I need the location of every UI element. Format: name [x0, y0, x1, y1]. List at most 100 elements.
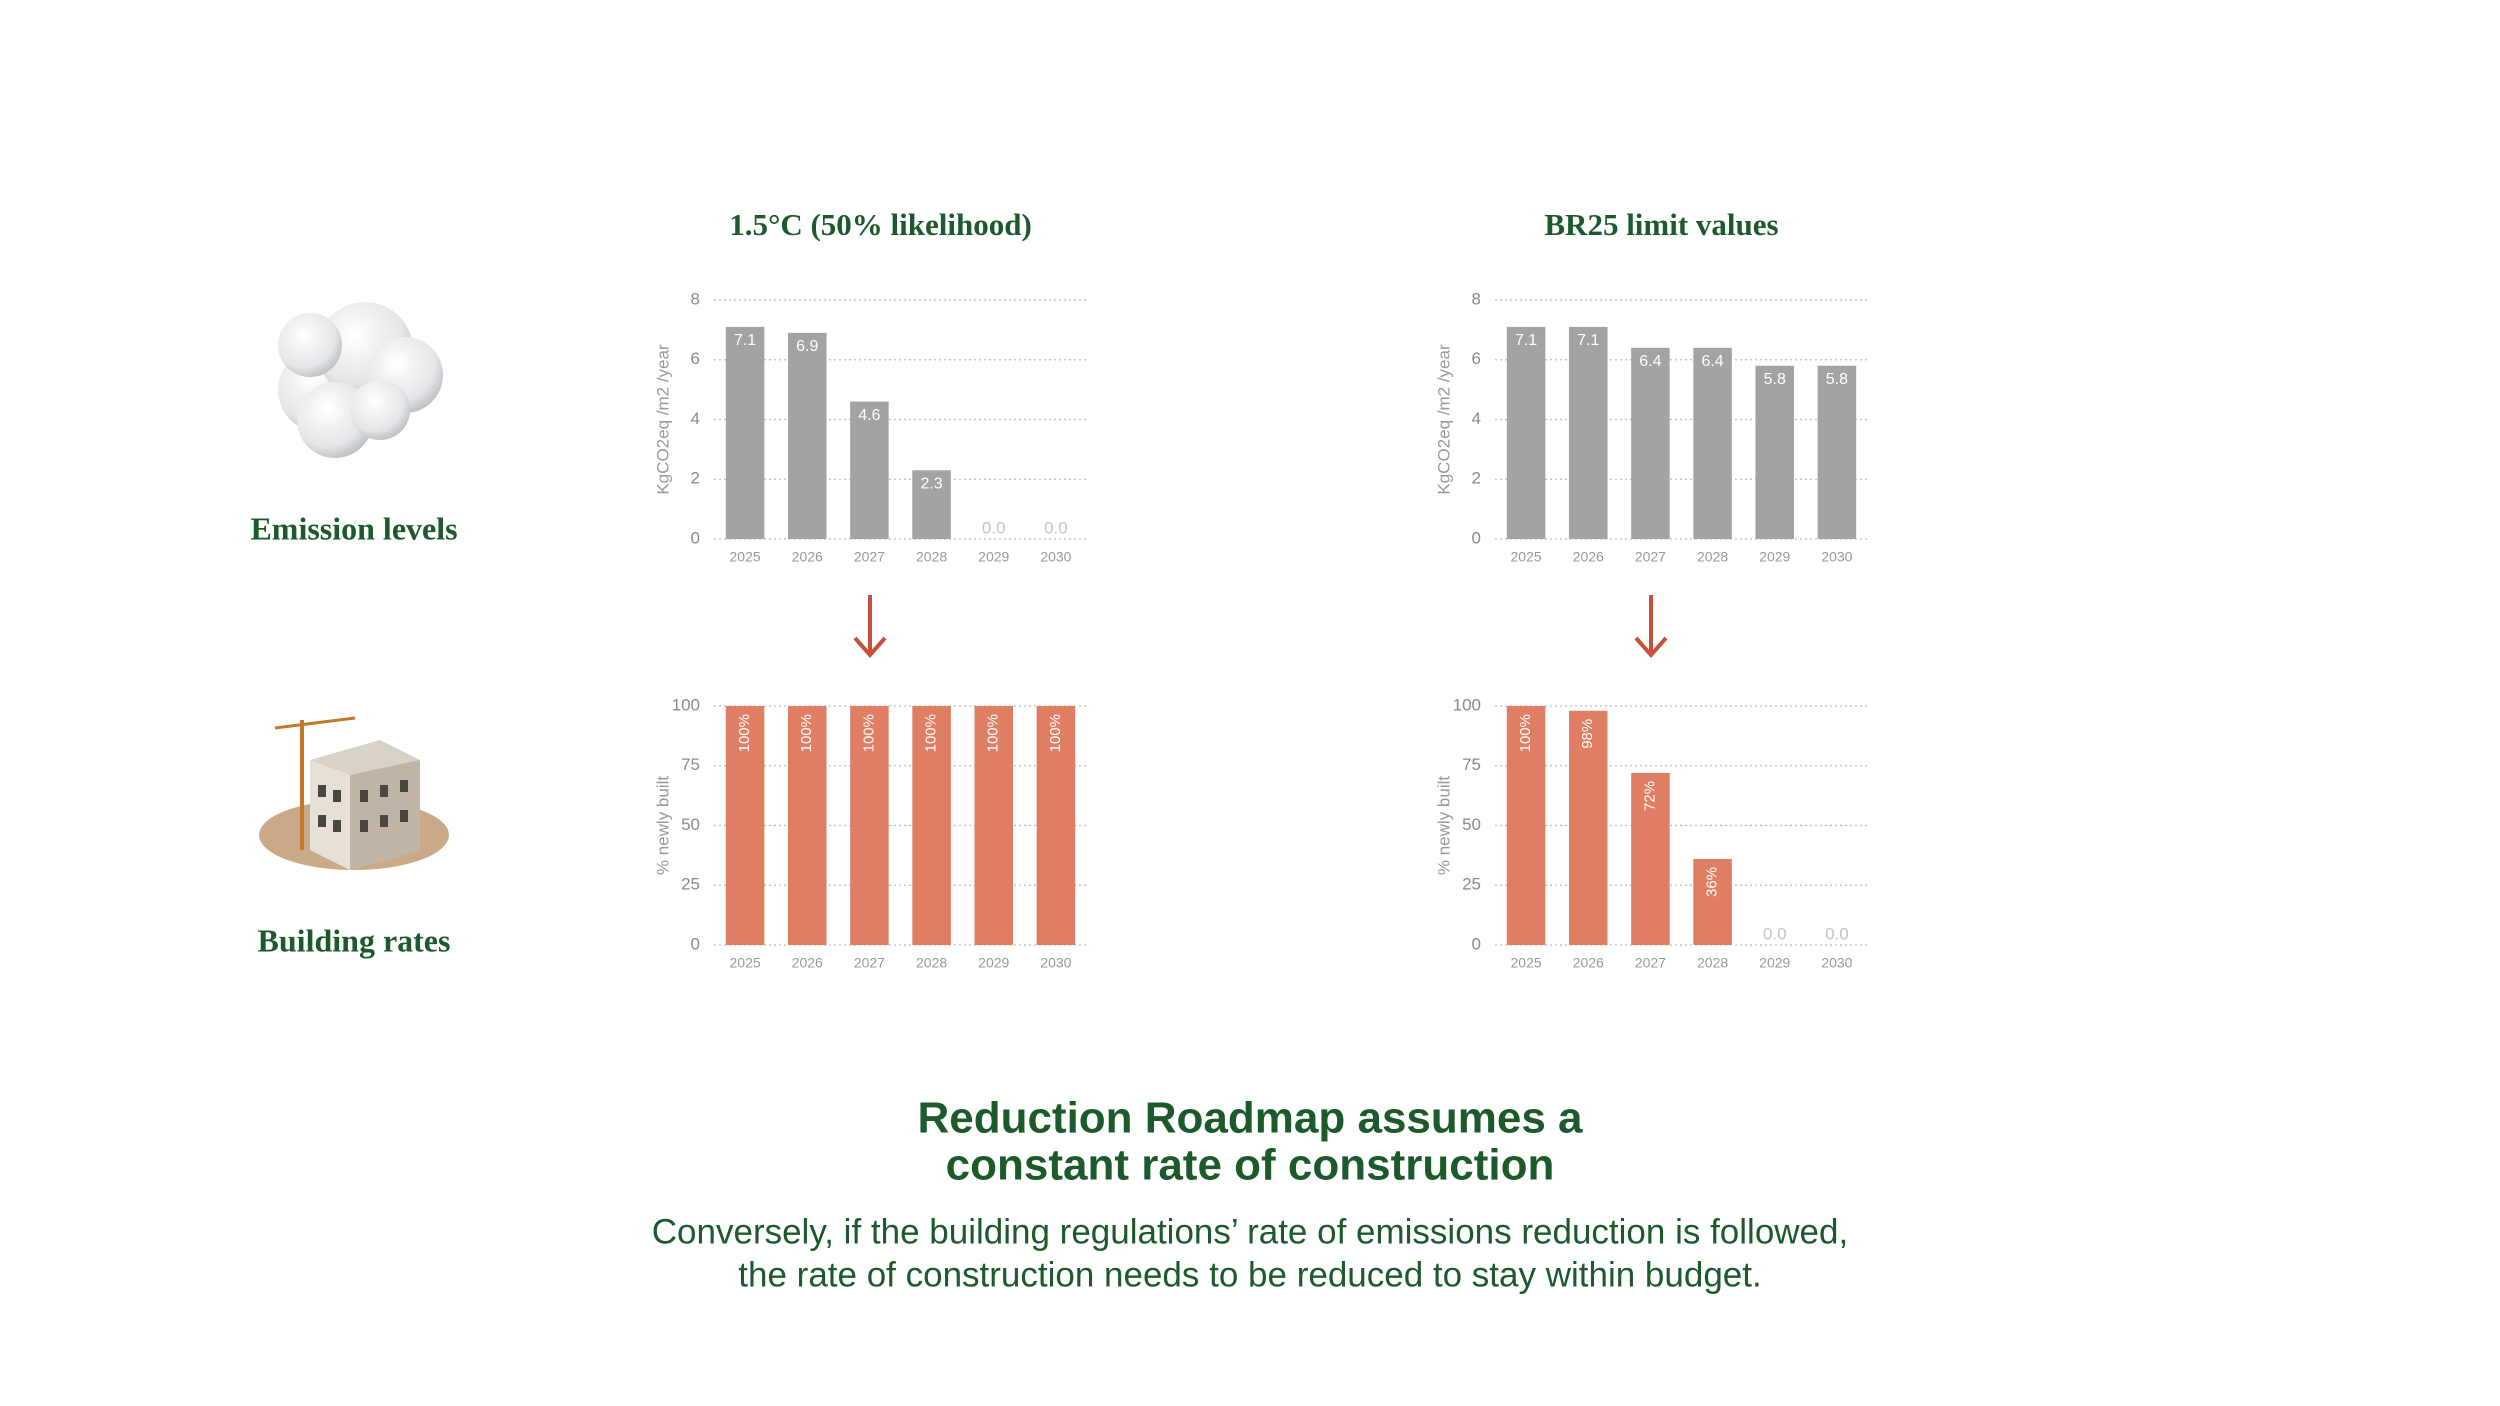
x-tick-label: 2028 [916, 549, 947, 565]
x-tick-label: 2028 [1697, 955, 1728, 971]
bar [850, 706, 889, 945]
data-label: 100% [985, 714, 1002, 752]
x-tick-label: 2025 [730, 955, 761, 971]
bar [1568, 326, 1608, 539]
bar [1631, 347, 1670, 539]
data-label: 0.0 [1763, 924, 1787, 943]
y-tick-label: 4 [1472, 409, 1481, 428]
y-tick-label: 6 [691, 349, 700, 368]
x-tick-label: 2025 [1511, 549, 1542, 565]
x-tick-label: 2028 [1697, 549, 1728, 565]
data-label: 4.6 [858, 407, 880, 424]
x-tick-label: 2025 [730, 549, 761, 565]
x-tick-label: 2029 [1759, 549, 1790, 565]
x-tick-label: 2029 [978, 549, 1009, 565]
y-tick-label: 0 [691, 934, 700, 953]
y-tick-label: 50 [1462, 815, 1481, 834]
x-tick-label: 2027 [1635, 549, 1666, 565]
x-tick-label: 2026 [792, 955, 823, 971]
chart-title: BR25 limit values [1544, 207, 1778, 242]
data-label: 0.0 [1044, 518, 1068, 537]
y-tick-label: 8 [1472, 289, 1481, 308]
data-label: 6.9 [796, 338, 818, 355]
y-tick-label: 8 [691, 289, 700, 308]
y-tick-label: 100 [1453, 695, 1481, 714]
x-tick-label: 2030 [1821, 549, 1852, 565]
y-tick-label: 0 [1472, 528, 1481, 547]
x-tick-label: 2030 [1821, 955, 1852, 971]
y-tick-label: 2 [1472, 469, 1481, 488]
y-tick-label: 100 [672, 695, 700, 714]
x-tick-label: 2026 [1573, 955, 1604, 971]
cloud-icon [278, 302, 443, 458]
y-tick-label: 25 [681, 875, 700, 894]
bar [912, 470, 951, 539]
bar [1755, 365, 1795, 539]
y-axis-label: KgCO2eq /m2 /year [653, 344, 672, 495]
x-tick-label: 2029 [1759, 955, 1790, 971]
headline: constant rate of construction [946, 1141, 1555, 1190]
row-label: Building rates [258, 922, 451, 958]
y-tick-label: 75 [681, 755, 700, 774]
bar [725, 326, 765, 539]
data-label: 0.0 [1825, 924, 1849, 943]
data-label: 100% [736, 714, 753, 752]
x-tick-label: 2030 [1040, 955, 1071, 971]
x-tick-label: 2027 [854, 955, 885, 971]
x-tick-label: 2027 [854, 549, 885, 565]
arrow-left [853, 595, 887, 659]
bar [1693, 858, 1732, 945]
data-label: 98% [1579, 719, 1596, 749]
data-label: 6.4 [1639, 353, 1661, 370]
data-label: 72% [1641, 781, 1658, 811]
bar [1568, 710, 1608, 945]
data-label: 100% [1047, 714, 1064, 752]
data-label: 5.8 [1764, 371, 1786, 388]
data-label: 7.1 [1515, 332, 1537, 349]
bar [850, 401, 889, 539]
bar [1506, 326, 1546, 539]
x-tick-label: 2029 [978, 955, 1009, 971]
x-tick-label: 2026 [792, 549, 823, 565]
row-label: Emission levels [250, 510, 457, 546]
data-label: 6.4 [1701, 353, 1723, 370]
y-tick-label: 0 [691, 528, 700, 547]
y-tick-label: 2 [691, 469, 700, 488]
data-label: 7.1 [1577, 332, 1599, 349]
data-label: 7.1 [734, 332, 756, 349]
bar [1693, 347, 1732, 539]
y-tick-label: 25 [1462, 875, 1481, 894]
bar [1036, 706, 1076, 945]
bar [787, 706, 827, 945]
building-icon [259, 716, 449, 870]
bar [974, 706, 1014, 945]
y-tick-label: 0 [1472, 934, 1481, 953]
arrow-right [1634, 595, 1668, 659]
x-tick-label: 2028 [916, 955, 947, 971]
y-tick-label: 75 [1462, 755, 1481, 774]
bar [912, 706, 951, 945]
bar [1506, 706, 1546, 945]
body-text: the rate of construction needs to be red… [738, 1255, 1761, 1294]
data-label: 100% [798, 714, 815, 752]
y-axis-label: % newly built [1434, 776, 1453, 875]
y-axis-label: % newly built [653, 776, 672, 875]
bar [1817, 365, 1857, 539]
bar [1631, 772, 1670, 945]
x-tick-label: 2026 [1573, 549, 1604, 565]
y-tick-label: 6 [1472, 349, 1481, 368]
data-label: 100% [860, 714, 877, 752]
y-tick-label: 50 [681, 815, 700, 834]
x-tick-label: 2027 [1635, 955, 1666, 971]
data-label: 100% [923, 714, 940, 752]
bar [725, 706, 765, 945]
y-axis-label: KgCO2eq /m2 /year [1434, 344, 1453, 495]
bar [787, 332, 827, 539]
y-tick-label: 4 [691, 409, 700, 428]
body-text: Conversely, if the building regulations’… [652, 1212, 1848, 1251]
data-label: 0.0 [982, 518, 1006, 537]
headline: Reduction Roadmap assumes a [917, 1094, 1583, 1143]
x-tick-label: 2030 [1040, 549, 1071, 565]
